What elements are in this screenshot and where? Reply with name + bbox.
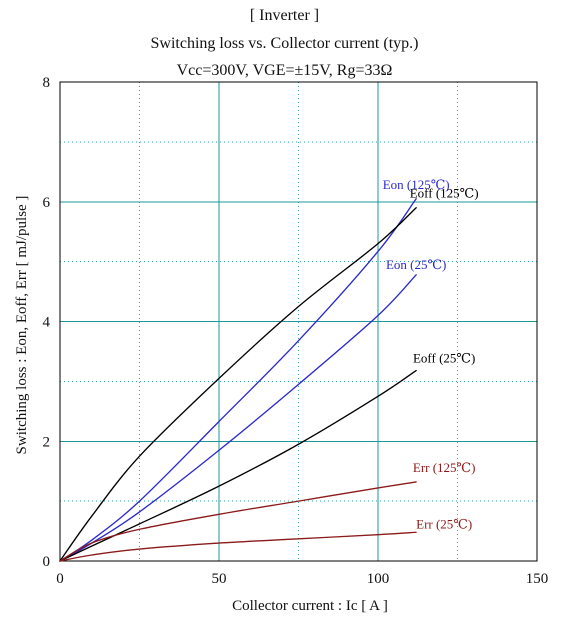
series-label: Eoff (125℃) [410,186,479,201]
x-axis-label: Collector current : Ic [ A ] [232,598,388,614]
series-label: Err (125℃) [413,460,476,475]
series-label: Eon (25℃) [386,257,446,272]
chart-subtitle: Switching loss vs. Collector current (ty… [150,35,419,52]
chart-title: [ Inverter ] [249,7,320,24]
y-tick-label: 0 [43,554,51,570]
series-line [59,481,417,562]
y-tick-label: 4 [43,315,51,331]
series-line [59,531,417,562]
test-conditions: Vcc=300V, VGE=±15V, Rg=33Ω [176,62,393,79]
series-line [59,207,417,562]
series-label: Eoff (25℃) [413,351,475,366]
x-tick-label: 50 [212,571,227,587]
x-tick-label: 0 [56,571,64,587]
y-tick-label: 2 [43,434,51,450]
series-line [59,369,417,562]
y-tick-label: 8 [43,75,51,91]
x-tick-label: 150 [526,571,549,587]
y-tick-label: 6 [43,195,51,211]
plot-frame [59,81,538,562]
series-label: Eon (125℃) [383,177,450,192]
series-label: Err (25℃) [416,516,472,531]
series-line [59,198,417,562]
y-axis-label: Switching loss : Eon, Eoff, Err [ mJ/pul… [14,195,30,455]
x-tick-label: 100 [367,571,390,587]
